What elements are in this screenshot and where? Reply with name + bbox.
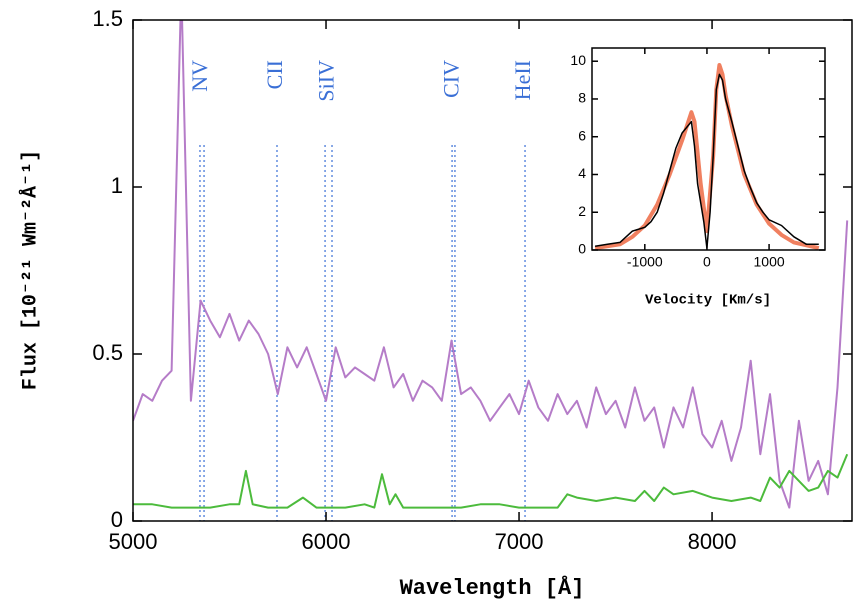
x-axis-label: Wavelength [Å] [400,575,585,601]
inset-x-axis-label: Velocity [Km/s] [645,293,771,309]
y-tick-label: 1 [111,173,123,198]
y-tick-label: 0 [578,241,586,257]
series-line [133,20,849,509]
annotation-label: CII [262,60,287,89]
x-tick-label: 0 [703,254,711,270]
x-tick-label: 1000 [754,254,785,270]
x-tick-label: -1000 [627,254,663,270]
y-tick-label: 6 [578,127,586,143]
y-tick-label: 10 [570,52,586,68]
axes-frame [591,47,826,251]
x-tick-label: 5000 [109,529,158,554]
x-tick-label: 8000 [688,529,737,554]
annotation-label: HeII [510,60,535,100]
y-tick-label: 4 [578,165,586,181]
series-line [594,63,820,250]
axes-frame [132,19,853,522]
y-tick-label: 1.5 [92,6,123,31]
y-axis-label: Flux [10⁻²¹ Wm⁻²Å⁻¹] [17,150,42,390]
y-tick-label: 2 [578,203,586,219]
y-tick-label: 8 [578,90,586,106]
annotation-label: CIV [439,60,464,98]
x-tick-label: 6000 [302,529,351,554]
x-tick-label: 7000 [495,529,544,554]
annotation-label: SiIV [314,60,339,102]
annotation-label: NV [187,60,212,92]
series-line [133,453,849,509]
y-tick-label: 0 [111,507,123,532]
y-tick-label: 0.5 [92,340,123,365]
